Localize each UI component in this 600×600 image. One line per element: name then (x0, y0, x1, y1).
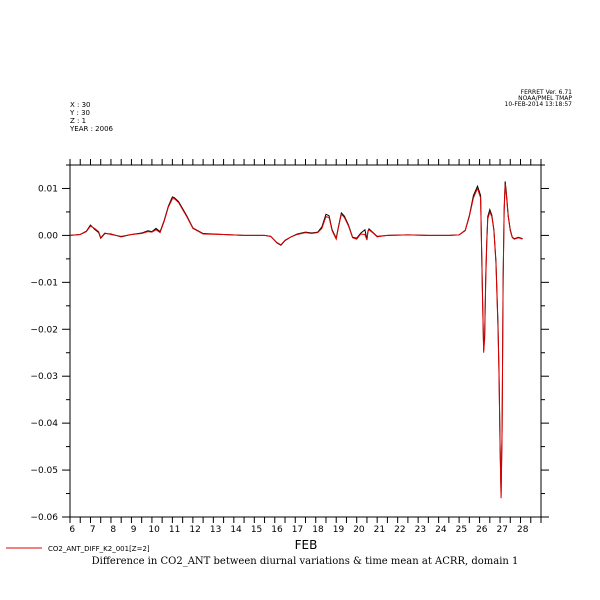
x-axis: 6 7 8 9 10 11 12 13 14 15 16 17 18 19 20 21 22 23 24 25 26 27… (69, 159, 542, 535)
header-year-line: YEAR : 2006 (69, 125, 114, 133)
x-tick-label: 16 (271, 525, 283, 535)
y-tick-label: −0.05 (30, 466, 58, 476)
chart-caption: Difference in CO2_ANT between diurnal va… (92, 556, 519, 567)
y-tick-label: −0.01 (30, 278, 58, 288)
x-tick-label: 11 (169, 525, 180, 535)
y-tick-label: −0.04 (30, 419, 58, 429)
x-tick-label: 27 (497, 525, 508, 535)
y-tick-label: 0.01 (38, 184, 58, 194)
header-software-version: FERRET Ver. 6.71 (521, 89, 573, 96)
header-info-left: X : 30 Y : 30 Z : 1 YEAR : 2006 (69, 101, 114, 133)
x-tick-label: 6 (69, 525, 75, 535)
overlay-series-line (69, 181, 523, 496)
header-y-line: Y : 30 (69, 109, 90, 117)
x-tick-label: 13 (210, 525, 221, 535)
x-tick-label: 24 (435, 525, 447, 535)
plot-frame (69, 164, 542, 518)
y-axis: 0.01 0.00 −0.01 −0.02 −0.03 −0.04 −0.05 −0.06 (30, 164, 549, 523)
plot-area (69, 181, 523, 499)
y-tick-label: 0.00 (38, 231, 58, 241)
x-tick-label: 8 (110, 525, 116, 535)
header-x-line: X : 30 (70, 101, 91, 109)
x-axis-title: FEB (295, 538, 318, 552)
x-tick-label: 21 (374, 525, 385, 535)
x-tick-label: 15 (251, 525, 262, 535)
x-tick-label: 26 (476, 525, 488, 535)
x-tick-label: 19 (333, 525, 345, 535)
y-tick-label: −0.02 (30, 325, 58, 335)
y-tick-label: −0.03 (30, 372, 58, 382)
x-tick-label: 23 (415, 525, 426, 535)
header-organization: NOAA/PMEL TMAP (518, 95, 572, 102)
header-z-line: Z : 1 (70, 117, 86, 125)
header-info-right: FERRET Ver. 6.71 NOAA/PMEL TMAP 10-FEB-2… (505, 89, 573, 108)
x-tick-label: 9 (131, 525, 137, 535)
x-tick-label: 17 (292, 525, 303, 535)
x-tick-label: 20 (353, 525, 365, 535)
legend-label: CO2_ANT_DIFF_K2_001[Z=2] (48, 545, 150, 553)
x-tick-label: 12 (189, 525, 200, 535)
y-tick-label: −0.06 (30, 513, 58, 523)
legend: CO2_ANT_DIFF_K2_001[Z=2] (6, 545, 150, 553)
header-timestamp: 10-FEB-2014 13:18:57 (505, 101, 573, 108)
x-tick-label: 25 (456, 525, 467, 535)
x-tick-label: 7 (90, 525, 96, 535)
x-tick-label: 22 (394, 525, 405, 535)
x-tick-label: 18 (312, 525, 324, 535)
x-tick-label: 10 (148, 525, 160, 535)
x-tick-label: 14 (230, 525, 242, 535)
series-line (69, 183, 523, 499)
x-tick-label: 28 (517, 525, 529, 535)
